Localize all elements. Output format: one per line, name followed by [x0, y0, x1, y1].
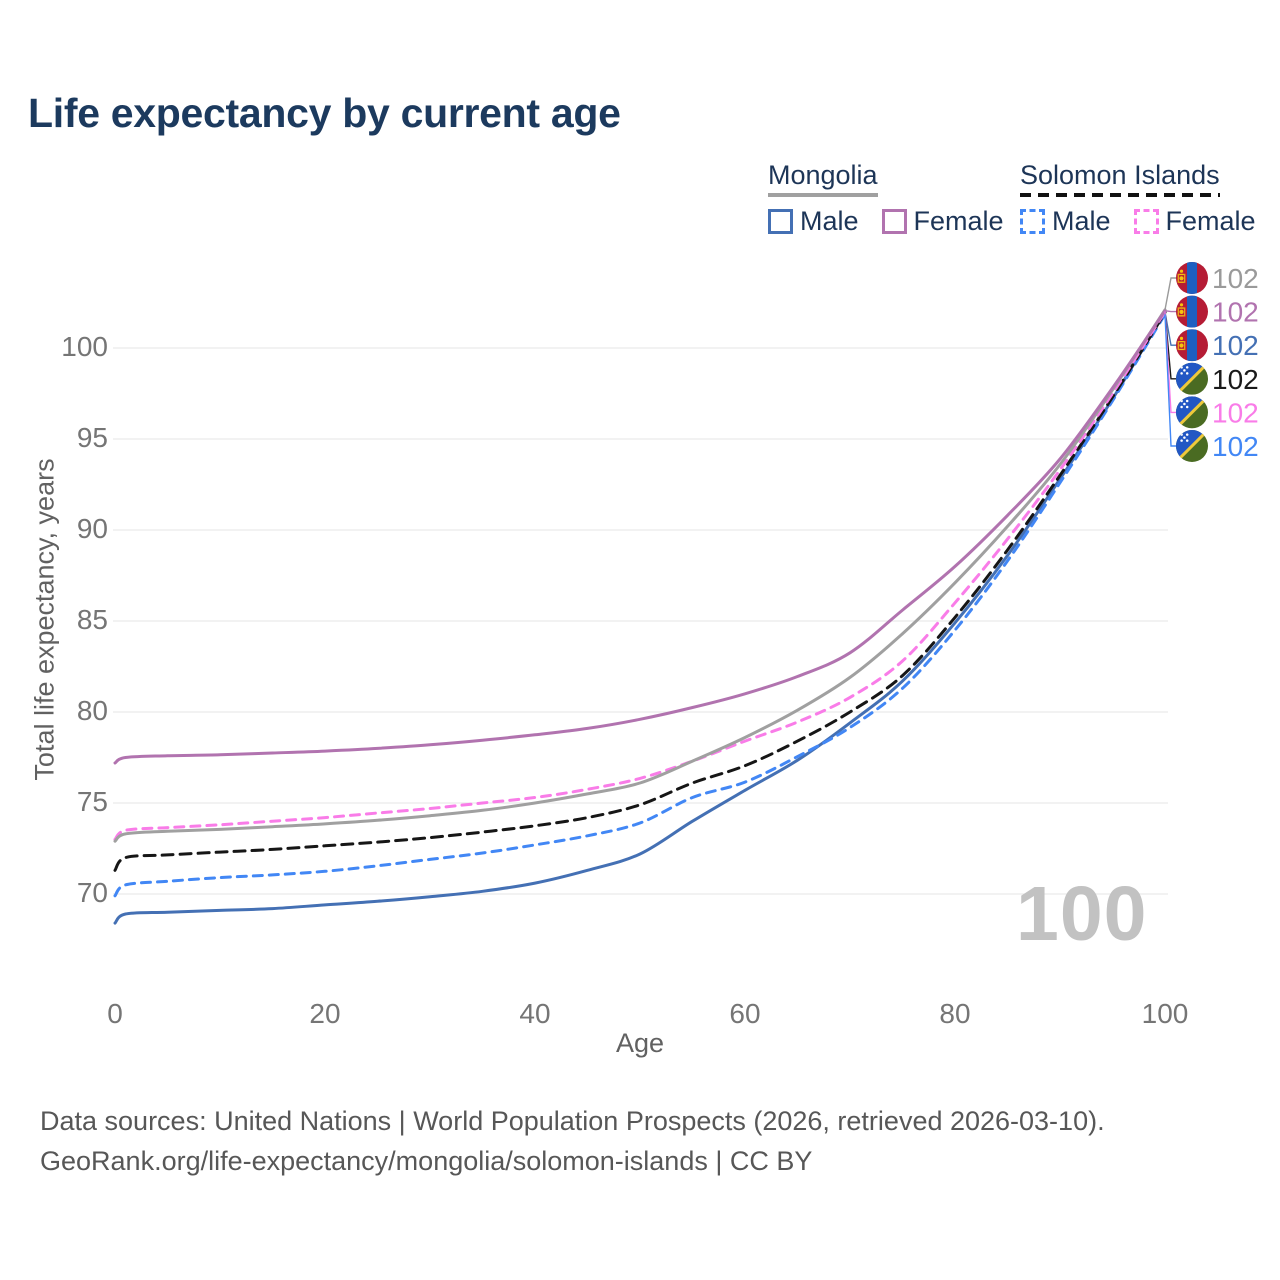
gridlines [113, 347, 1168, 895]
legend-item-label: Male [1052, 206, 1111, 236]
y-tick-label: 100 [61, 331, 108, 362]
y-tick-label: 80 [76, 695, 108, 726]
legend-item-label: Male [800, 206, 859, 236]
legend-item-mongolia-male[interactable]: Male [768, 206, 859, 237]
label-connector [1164, 277, 1177, 310]
x-tick-label: 100 [1141, 998, 1189, 1029]
end-value-label: 102 [1212, 397, 1259, 428]
x-tick-label: 40 [519, 998, 551, 1029]
solomon-islands-flag-icon [1174, 361, 1210, 397]
end-value-label: 102 [1212, 431, 1259, 462]
legend-group-mongolia: Mongolia Male Female [768, 160, 1004, 237]
legend-item-label: Female [1165, 206, 1256, 236]
watermark-100: 100 [1016, 871, 1148, 957]
x-tick-label: 60 [729, 998, 761, 1029]
legend-swatch-icon [1020, 209, 1045, 234]
legend-country-label: Mongolia [768, 160, 878, 190]
y-axis-title: Total life expectancy, years [29, 458, 60, 781]
page-title: Life expectancy by current age [28, 90, 621, 136]
end-value-label: 102 [1212, 263, 1259, 294]
series-line-mn_female [113, 309, 1167, 765]
series-lines [113, 308, 1167, 925]
series-line-sb_both [113, 311, 1167, 872]
end-value-label: 102 [1212, 330, 1259, 361]
solomon-islands-flag-icon [1174, 428, 1210, 464]
series-line-mn_both [113, 308, 1167, 843]
legend-swatch-icon [1133, 209, 1159, 234]
y-tick-label: 85 [76, 604, 108, 635]
y-tick-label: 95 [76, 422, 108, 453]
footer-data-sources: Data sources: United Nations | World Pop… [40, 1106, 1105, 1136]
legend-swatch-icon [768, 209, 793, 234]
legend-line-sample-solid [768, 193, 878, 197]
legend-country-label: Solomon Islands [1020, 160, 1220, 190]
series-line-sb_male [113, 312, 1167, 898]
legend-group-solomon-islands: Solomon Islands Male Female [1020, 160, 1256, 237]
label-connector [1164, 311, 1177, 346]
x-tick-label: 0 [107, 998, 123, 1029]
x-tick-label: 20 [309, 998, 341, 1029]
mongolia-flag-icon [1176, 329, 1208, 361]
solomon-islands-flag-icon [1174, 394, 1210, 430]
x-axis-title: Age [615, 1028, 665, 1058]
legend-item-solomon-male[interactable]: Male [1020, 206, 1111, 237]
series-line-sb_female [113, 310, 1167, 841]
legend-item-solomon-female[interactable]: Female [1133, 206, 1256, 237]
label-connector [1164, 310, 1177, 313]
label-connector [1164, 314, 1177, 447]
mongolia-flag-icon [1176, 296, 1208, 328]
y-tick-label: 90 [76, 513, 108, 544]
footer-attribution: GeoRank.org/life-expectancy/mongolia/sol… [40, 1146, 813, 1176]
series-line-mn_male [113, 310, 1167, 925]
y-tick-label: 70 [76, 877, 108, 908]
end-value-label: 102 [1212, 297, 1259, 328]
x-tick-label: 80 [939, 998, 971, 1029]
y-tick-label: 75 [76, 786, 108, 817]
legend-line-sample-dashed [1020, 193, 1220, 197]
mongolia-flag-icon [1176, 262, 1208, 294]
legend-swatch-icon [881, 209, 907, 234]
legend-item-label: Female [913, 206, 1004, 236]
legend-item-mongolia-female[interactable]: Female [881, 206, 1004, 237]
end-value-label: 102 [1212, 364, 1259, 395]
